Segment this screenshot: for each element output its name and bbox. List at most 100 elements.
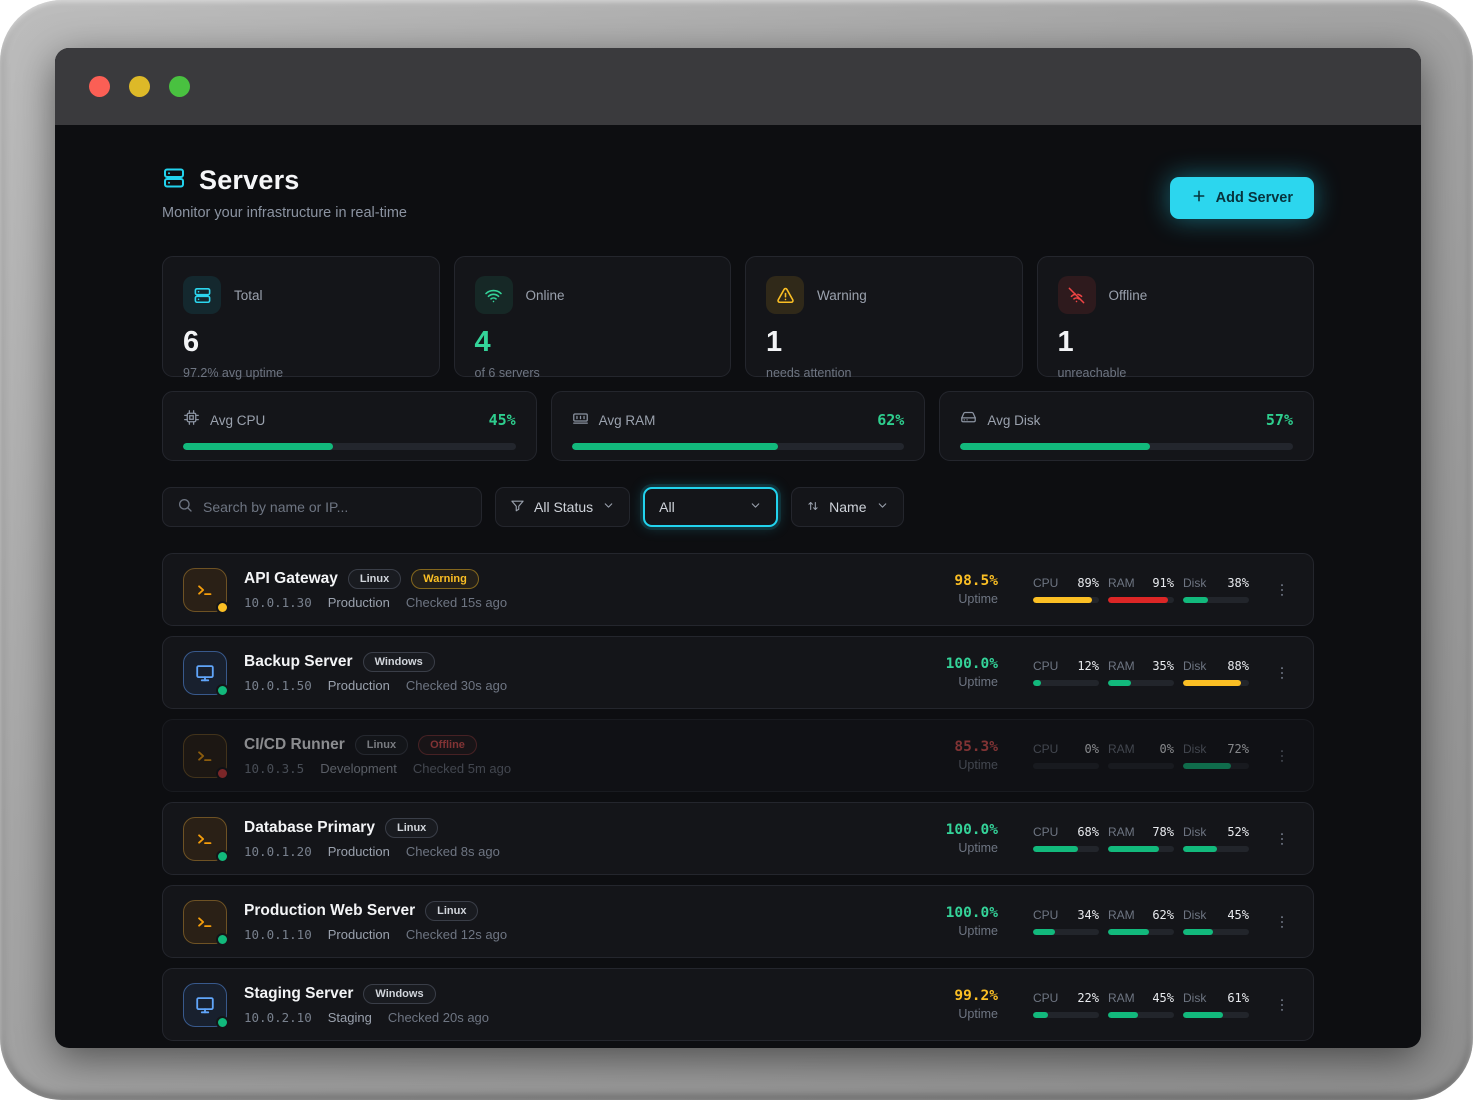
sort-button[interactable]: Name <box>791 487 904 527</box>
ram-metric: RAM 0% <box>1108 742 1174 769</box>
terminal-icon <box>183 567 229 614</box>
server-row-database-primary[interactable]: Database Primary Linux 10.0.1.20 Product… <box>162 802 1314 875</box>
monitor-icon <box>183 982 229 1029</box>
warning-triangle-icon <box>766 276 804 314</box>
cpu-icon <box>183 409 210 431</box>
server-ip: 10.0.3.5 <box>244 761 305 776</box>
kebab-menu-icon[interactable] <box>1271 747 1293 765</box>
minimize-window-button[interactable] <box>129 76 150 97</box>
os-badge: Windows <box>362 652 435 672</box>
status-filter-button[interactable]: All Status <box>495 487 631 527</box>
avg-ram-bar <box>571 443 905 450</box>
uptime-label: Uptime <box>958 924 998 938</box>
avg-cpu-card: Avg CPU 45% <box>162 391 537 461</box>
os-filter-value: All <box>659 499 675 515</box>
uptime-label: Uptime <box>958 592 998 606</box>
server-checked: Checked 8s ago <box>405 844 500 859</box>
avg-value: 57% <box>1265 411 1293 429</box>
kebab-menu-icon[interactable] <box>1271 996 1293 1014</box>
cpu-metric: CPU 12% <box>1033 659 1099 686</box>
server-row-production-web-server[interactable]: Production Web Server Linux 10.0.1.10 Pr… <box>162 885 1314 958</box>
status-dot-online <box>216 1015 229 1029</box>
os-badge: Linux <box>347 569 402 589</box>
monitor-icon <box>183 650 229 697</box>
kebab-menu-icon[interactable] <box>1271 581 1293 599</box>
server-checked: Checked 15s ago <box>405 595 508 610</box>
server-checked: Checked 20s ago <box>387 1010 490 1025</box>
stat-cards: Total 6 97.2% avg uptime Online 4 of 6 s… <box>162 256 1314 380</box>
uptime-value: 98.5% <box>954 573 998 589</box>
app-window: Servers Monitor your infrastructure in r… <box>55 48 1421 1048</box>
stat-label: Total <box>234 287 263 303</box>
main-content: Servers Monitor your infrastructure in r… <box>55 125 1421 1041</box>
os-filter-select[interactable]: All <box>643 487 779 527</box>
uptime-value: 85.3% <box>954 739 998 755</box>
status-badge: Offline <box>418 735 477 755</box>
stat-subtext: 97.2% avg uptime <box>183 366 284 380</box>
disk-metric: Disk 45% <box>1183 908 1249 935</box>
search-icon <box>177 497 193 518</box>
wifi-icon <box>474 276 513 314</box>
close-window-button[interactable] <box>89 76 110 97</box>
page-subtitle: Monitor your infrastructure in real-time <box>162 205 407 221</box>
status-dot-online <box>216 932 229 946</box>
stat-value: 1 <box>766 326 783 358</box>
stat-value: 4 <box>474 326 491 358</box>
avg-cpu-bar <box>183 443 516 450</box>
ram-metric: RAM 78% <box>1108 825 1174 852</box>
server-name: Database Primary <box>244 819 375 836</box>
ram-metric: RAM 35% <box>1108 659 1174 686</box>
servers-icon <box>183 276 221 314</box>
avg-value: 62% <box>877 411 905 429</box>
stat-card-total: Total 6 97.2% avg uptime <box>162 256 440 380</box>
server-checked: Checked 12s ago <box>405 927 508 942</box>
cpu-metric: CPU 89% <box>1033 576 1099 603</box>
server-row-api-gateway[interactable]: API Gateway Linux Warning 10.0.1.30 Prod… <box>162 553 1314 626</box>
hard-drive-icon <box>960 409 987 431</box>
server-list: API Gateway Linux Warning 10.0.1.30 Prod… <box>162 553 1314 1041</box>
disk-metric: Disk 72% <box>1183 742 1249 769</box>
avg-label: Avg Disk <box>987 412 1041 428</box>
add-server-label: Add Server <box>1215 190 1293 206</box>
funnel-icon <box>510 498 525 516</box>
stat-subtext: needs attention <box>766 366 852 380</box>
stat-label: Warning <box>817 287 867 303</box>
os-badge: Linux <box>384 818 439 838</box>
server-name: CI/CD Runner <box>244 736 345 753</box>
average-cards: Avg CPU 45% Avg RAM 62% Avg Disk 57% <box>162 391 1314 461</box>
server-name: API Gateway <box>244 570 338 587</box>
uptime-value: 99.2% <box>954 988 998 1004</box>
server-row-cicd-runner[interactable]: CI/CD Runner Linux Offline 10.0.3.5 Deve… <box>162 719 1314 792</box>
add-server-button[interactable]: Add Server <box>1169 177 1314 219</box>
uptime-value: 100.0% <box>945 656 998 672</box>
search-box <box>162 487 482 527</box>
server-ip: 10.0.1.50 <box>244 678 312 693</box>
kebab-menu-icon[interactable] <box>1271 830 1293 848</box>
server-row-staging-server[interactable]: Staging Server Windows 10.0.2.10 Staging… <box>162 968 1314 1041</box>
stat-subtext: of 6 servers <box>474 366 540 380</box>
avg-ram-card: Avg RAM 62% <box>550 391 926 461</box>
server-env: Production <box>327 595 390 610</box>
kebab-menu-icon[interactable] <box>1271 913 1293 931</box>
disk-metric: Disk 61% <box>1183 991 1249 1018</box>
server-name: Production Web Server <box>244 902 416 919</box>
page-title: Servers <box>199 165 300 195</box>
server-ip: 10.0.2.10 <box>244 1010 312 1025</box>
server-name: Staging Server <box>244 985 354 1002</box>
maximize-window-button[interactable] <box>169 76 190 97</box>
chevron-down-icon <box>749 499 762 515</box>
page-header: Servers Monitor your infrastructure in r… <box>162 165 1314 221</box>
avg-label: Avg RAM <box>598 412 656 428</box>
kebab-menu-icon[interactable] <box>1271 664 1293 682</box>
cpu-metric: CPU 22% <box>1033 991 1099 1018</box>
avg-disk-card: Avg Disk 57% <box>939 391 1314 461</box>
search-input[interactable] <box>203 499 467 515</box>
server-env: Staging <box>327 1010 372 1025</box>
ram-metric: RAM 91% <box>1108 576 1174 603</box>
os-badge: Linux <box>425 901 479 921</box>
uptime-label: Uptime <box>958 758 998 772</box>
os-badge: Windows <box>363 984 436 1004</box>
window-titlebar <box>55 48 1421 125</box>
server-row-backup-server[interactable]: Backup Server Windows 10.0.1.50 Producti… <box>162 636 1314 709</box>
